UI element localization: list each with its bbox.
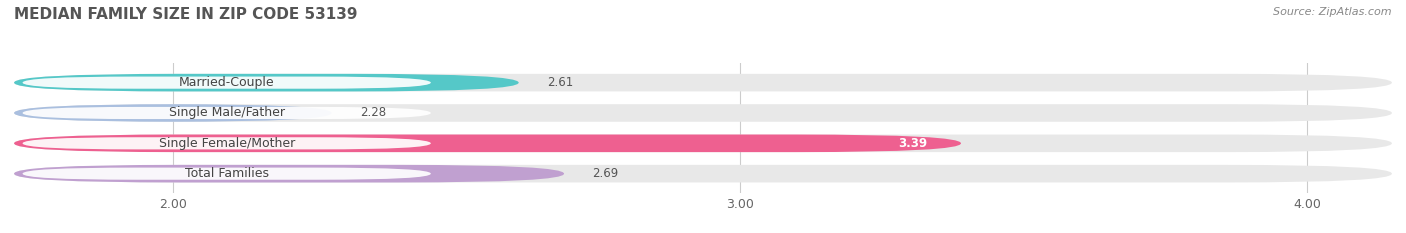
Text: Single Female/Mother: Single Female/Mother — [159, 137, 295, 150]
FancyBboxPatch shape — [14, 74, 1392, 91]
FancyBboxPatch shape — [14, 134, 960, 152]
FancyBboxPatch shape — [22, 107, 430, 119]
Text: 2.69: 2.69 — [592, 167, 619, 180]
FancyBboxPatch shape — [14, 165, 1392, 182]
FancyBboxPatch shape — [14, 134, 1392, 152]
FancyBboxPatch shape — [14, 74, 519, 91]
FancyBboxPatch shape — [22, 137, 430, 149]
Text: Total Families: Total Families — [184, 167, 269, 180]
FancyBboxPatch shape — [14, 104, 332, 122]
Text: Married-Couple: Married-Couple — [179, 76, 274, 89]
FancyBboxPatch shape — [22, 77, 430, 89]
FancyBboxPatch shape — [22, 168, 430, 180]
Text: MEDIAN FAMILY SIZE IN ZIP CODE 53139: MEDIAN FAMILY SIZE IN ZIP CODE 53139 — [14, 7, 357, 22]
Text: 2.28: 2.28 — [360, 106, 387, 120]
Text: Source: ZipAtlas.com: Source: ZipAtlas.com — [1274, 7, 1392, 17]
Text: 2.61: 2.61 — [547, 76, 574, 89]
FancyBboxPatch shape — [14, 104, 1392, 122]
Text: Single Male/Father: Single Male/Father — [169, 106, 284, 120]
FancyBboxPatch shape — [14, 165, 564, 182]
Text: 3.39: 3.39 — [898, 137, 927, 150]
